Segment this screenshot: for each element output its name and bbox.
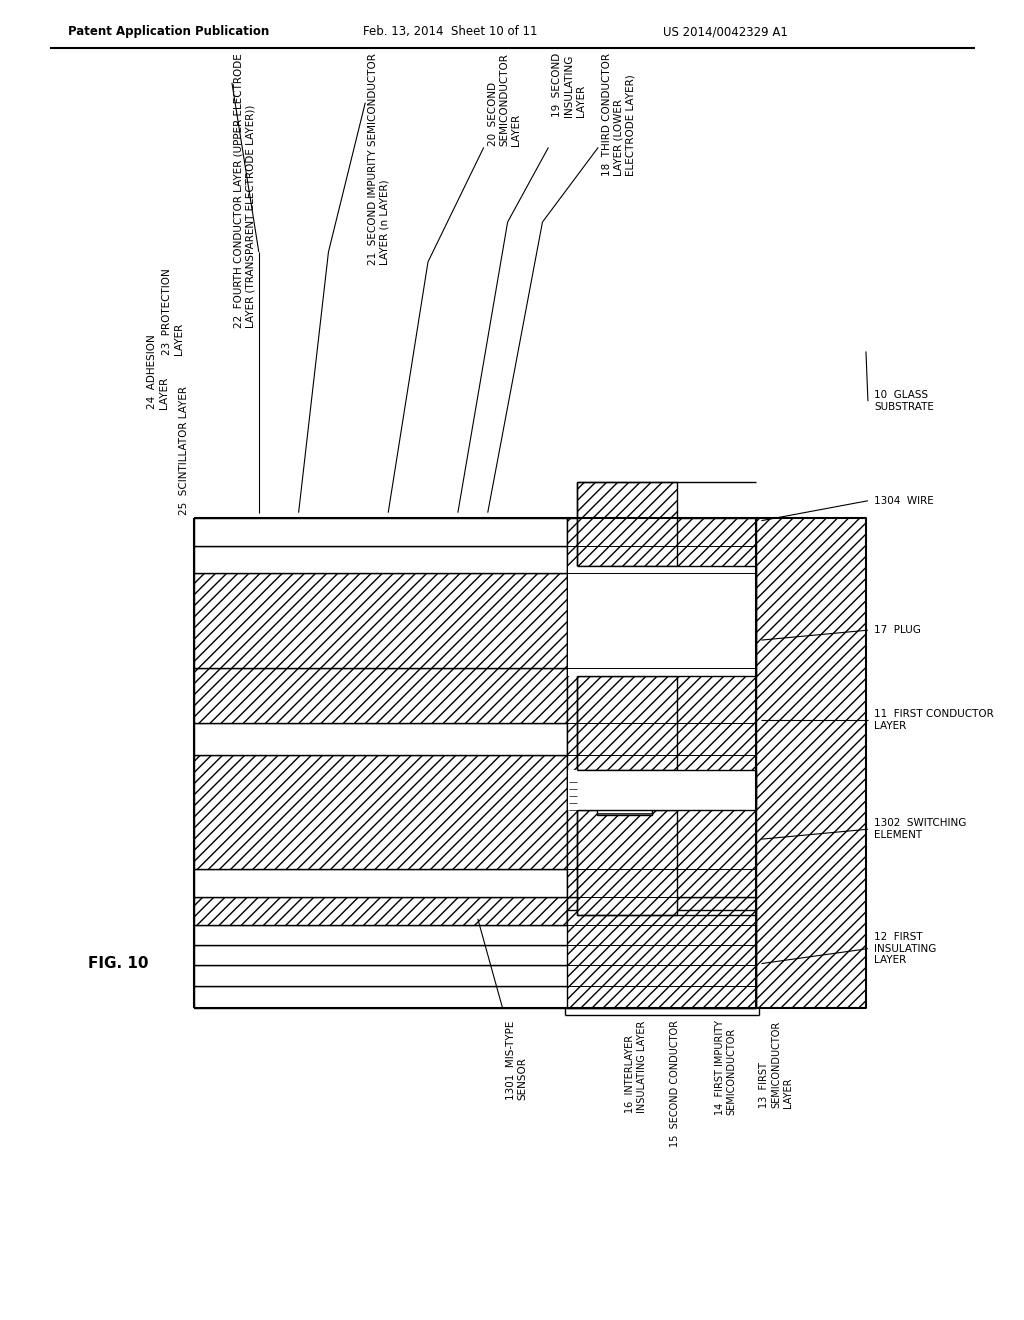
- Bar: [195, 896, 567, 925]
- Text: 18  THIRD CONDUCTOR
LAYER (LOWER
ELECTRODE LAYER): 18 THIRD CONDUCTOR LAYER (LOWER ELECTROD…: [602, 53, 635, 176]
- Bar: [195, 573, 567, 668]
- Text: 1302  SWITCHING
ELEMENT: 1302 SWITCHING ELEMENT: [873, 818, 967, 840]
- Bar: [195, 986, 757, 1008]
- Text: 20  SECOND
SEMICONDUCTOR
LAYER: 20 SECOND SEMICONDUCTOR LAYER: [487, 53, 521, 145]
- Bar: [195, 869, 567, 896]
- Text: 25  SCINTILLATOR LAYER: 25 SCINTILLATOR LAYER: [179, 387, 189, 516]
- Bar: [195, 668, 567, 723]
- Bar: [195, 545, 567, 573]
- Text: 17  PLUG: 17 PLUG: [873, 626, 921, 635]
- Bar: [195, 965, 757, 986]
- Text: 16  INTERLAYER
INSULATING LAYER: 16 INTERLAYER INSULATING LAYER: [625, 1020, 647, 1113]
- Text: 14  FIRST IMPURITY
SEMICONDUCTOR: 14 FIRST IMPURITY SEMICONDUCTOR: [715, 1020, 736, 1115]
- Text: 1301  MIS-TYPE
SENSOR: 1301 MIS-TYPE SENSOR: [506, 1020, 527, 1100]
- Text: 11  FIRST CONDUCTOR
LAYER: 11 FIRST CONDUCTOR LAYER: [873, 709, 993, 730]
- Bar: [195, 723, 567, 755]
- Text: 15  SECOND CONDUCTOR: 15 SECOND CONDUCTOR: [670, 1020, 680, 1147]
- Bar: [567, 771, 757, 810]
- Bar: [195, 945, 757, 965]
- Bar: [567, 896, 757, 925]
- Text: 13  FIRST
SEMICONDUCTOR
LAYER: 13 FIRST SEMICONDUCTOR LAYER: [760, 1020, 793, 1107]
- Bar: [597, 775, 652, 816]
- Bar: [567, 517, 757, 896]
- Text: 22  FOURTH CONDUCTOR LAYER (UPPER ELECTRODE
LAYER (TRANSPARENT ELECTRODE LAYER)): 22 FOURTH CONDUCTOR LAYER (UPPER ELECTRO…: [233, 53, 256, 327]
- Text: Patent Application Publication: Patent Application Publication: [68, 25, 269, 38]
- Text: 24  ADHESION
LAYER: 24 ADHESION LAYER: [147, 334, 169, 409]
- Text: 10  GLASS
SUBSTRATE: 10 GLASS SUBSTRATE: [873, 391, 934, 412]
- Text: 12  FIRST
INSULATING
LAYER: 12 FIRST INSULATING LAYER: [873, 932, 936, 965]
- Bar: [568, 566, 756, 676]
- Bar: [568, 771, 756, 810]
- Text: FIG. 10: FIG. 10: [88, 956, 148, 972]
- Bar: [578, 482, 677, 566]
- Text: 23  PROTECTION
LAYER: 23 PROTECTION LAYER: [162, 268, 184, 355]
- Text: US 2014/0042329 A1: US 2014/0042329 A1: [663, 25, 787, 38]
- Bar: [567, 909, 757, 1008]
- Bar: [195, 517, 567, 545]
- Bar: [578, 676, 677, 771]
- Text: 19  SECOND
INSULATING
LAYER: 19 SECOND INSULATING LAYER: [552, 53, 586, 117]
- Bar: [195, 925, 757, 945]
- Text: Feb. 13, 2014  Sheet 10 of 11: Feb. 13, 2014 Sheet 10 of 11: [364, 25, 538, 38]
- Text: 1304  WIRE: 1304 WIRE: [873, 496, 934, 506]
- Bar: [597, 572, 652, 611]
- Text: 21  SECOND IMPURITY SEMICONDUCTOR
LAYER (n LAYER): 21 SECOND IMPURITY SEMICONDUCTOR LAYER (…: [369, 53, 390, 265]
- Bar: [757, 517, 866, 1008]
- Bar: [578, 810, 677, 915]
- Bar: [195, 755, 567, 869]
